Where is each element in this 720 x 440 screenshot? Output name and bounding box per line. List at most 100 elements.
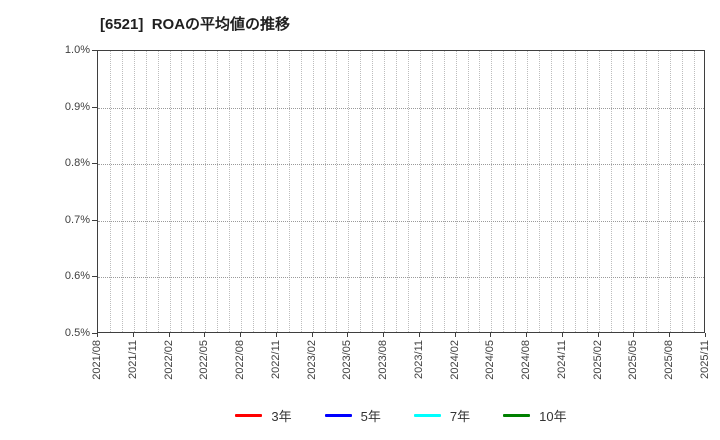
v-gridline — [551, 51, 553, 332]
x-tick-label: 2024/02 — [448, 340, 461, 380]
v-gridline — [252, 51, 254, 332]
v-gridline — [694, 51, 696, 332]
v-gridline — [467, 51, 469, 332]
h-gridline — [98, 164, 704, 166]
v-gridline — [407, 51, 409, 332]
x-tick-mark — [132, 333, 134, 337]
x-tick-mark — [204, 333, 206, 337]
v-gridline — [610, 51, 612, 332]
x-tick-mark — [168, 333, 170, 337]
x-tick-mark — [633, 333, 635, 337]
y-tick-mark — [92, 219, 97, 221]
v-gridline — [431, 51, 433, 332]
h-gridline — [98, 277, 704, 279]
y-tick-mark — [92, 50, 97, 51]
v-gridline — [455, 51, 457, 332]
legend-label: 3年 — [271, 409, 292, 424]
x-tick-label: 2025/08 — [663, 340, 676, 380]
x-tick-label: 2022/11 — [269, 340, 282, 379]
v-gridline — [562, 51, 564, 332]
x-tick-label: 2023/02 — [305, 340, 318, 380]
v-gridline — [539, 51, 541, 332]
v-gridline — [324, 51, 326, 332]
v-gridline — [121, 51, 123, 332]
legend-item: 3年 — [235, 406, 292, 425]
x-tick-mark — [705, 333, 706, 337]
x-tick-label: 2022/05 — [198, 340, 211, 380]
legend-item: 5年 — [324, 406, 381, 425]
x-tick-label: 2023/08 — [377, 340, 390, 380]
x-tick-mark — [240, 333, 242, 337]
v-gridline — [443, 51, 445, 332]
y-tick-mark — [92, 333, 97, 334]
x-tick-mark — [669, 333, 671, 337]
x-tick-label: 2025/11 — [699, 340, 711, 379]
y-tick-label: 0.9% — [64, 100, 90, 113]
v-gridline — [157, 51, 159, 332]
x-tick-mark — [526, 333, 528, 337]
v-gridline — [205, 51, 207, 332]
x-tick-mark — [454, 333, 456, 337]
x-tick-label: 2024/08 — [520, 340, 533, 380]
v-gridline — [586, 51, 588, 332]
x-tick-label: 2022/02 — [162, 340, 175, 380]
v-gridline — [515, 51, 517, 332]
y-tick-mark — [92, 106, 97, 108]
v-gridline — [360, 51, 362, 332]
legend-label: 5年 — [360, 409, 381, 424]
legend-line-swatch — [413, 414, 441, 417]
x-tick-label: 2021/08 — [91, 340, 103, 380]
legend-label: 10年 — [539, 409, 567, 424]
v-gridline — [133, 51, 135, 332]
v-gridline — [288, 51, 290, 332]
v-gridline — [109, 51, 111, 332]
v-gridline — [264, 51, 266, 332]
v-gridline — [241, 51, 243, 332]
v-gridline — [276, 51, 278, 332]
x-tick-label: 2022/08 — [234, 340, 247, 380]
y-tick-label: 1.0% — [64, 44, 90, 56]
legend-line-swatch — [503, 414, 531, 417]
y-tick-mark — [92, 276, 97, 278]
x-tick-mark — [597, 333, 599, 337]
legend-item: 10年 — [503, 406, 567, 425]
y-tick-mark — [92, 163, 97, 165]
v-gridline — [634, 51, 636, 332]
v-gridline — [300, 51, 302, 332]
v-gridline — [145, 51, 147, 332]
v-gridline — [217, 51, 219, 332]
v-gridline — [419, 51, 421, 332]
x-tick-mark — [311, 333, 313, 337]
legend-item: 7年 — [413, 406, 470, 425]
v-gridline — [193, 51, 195, 332]
v-gridline — [491, 51, 493, 332]
x-tick-label: 2025/05 — [627, 340, 640, 380]
v-gridline — [384, 51, 386, 332]
x-tick-mark — [347, 333, 349, 337]
h-gridline — [98, 107, 704, 109]
v-gridline — [479, 51, 481, 332]
v-gridline — [622, 51, 624, 332]
x-tick-label: 2023/05 — [341, 340, 354, 380]
v-gridline — [670, 51, 672, 332]
legend-line-swatch — [324, 414, 352, 417]
legend-line-swatch — [235, 414, 263, 417]
x-tick-label: 2025/02 — [591, 340, 604, 380]
x-tick-label: 2021/11 — [126, 340, 139, 379]
chart-title: [6521] ROAの平均値の推移 — [100, 16, 291, 33]
x-tick-mark — [97, 333, 98, 337]
x-tick-mark — [383, 333, 385, 337]
legend: 3年 5年 7年 10年 — [97, 406, 705, 425]
x-tick-label: 2024/11 — [555, 340, 568, 379]
v-gridline — [598, 51, 600, 332]
plot-area — [97, 50, 705, 333]
v-gridline — [336, 51, 338, 332]
v-gridline — [348, 51, 350, 332]
x-tick-mark — [490, 333, 492, 337]
x-tick-label: 2023/11 — [412, 340, 425, 379]
v-gridline — [658, 51, 660, 332]
v-gridline — [503, 51, 505, 332]
v-gridline — [169, 51, 171, 332]
v-gridline — [574, 51, 576, 332]
